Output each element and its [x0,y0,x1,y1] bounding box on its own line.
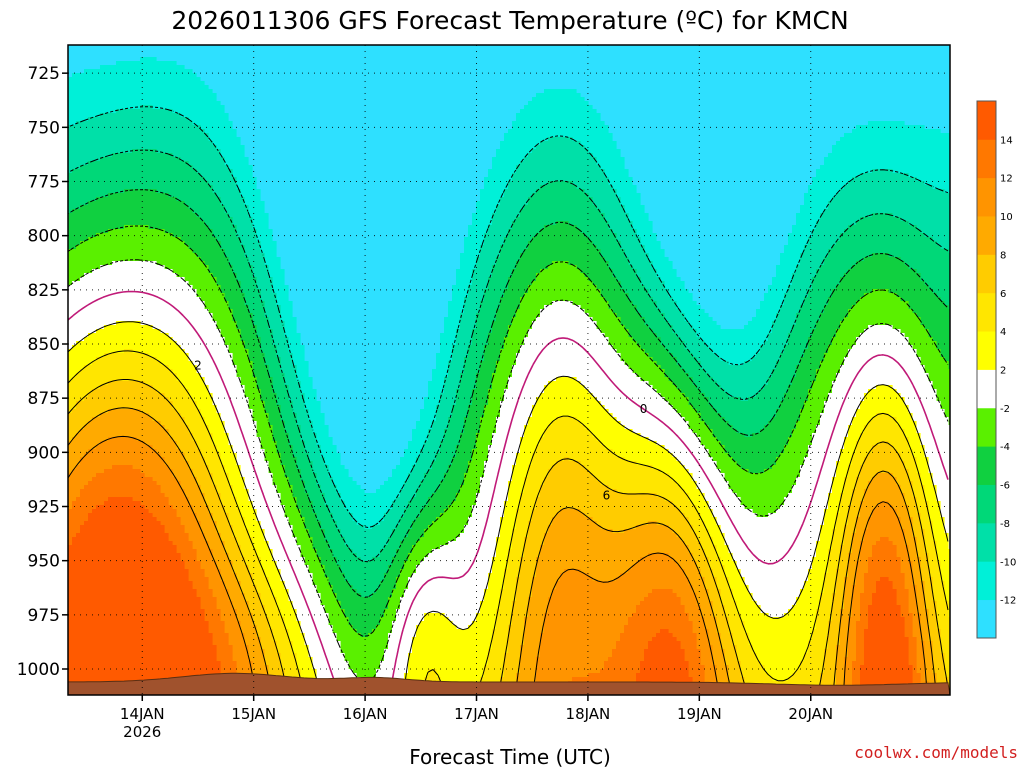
contour-line-2 [67,321,949,696]
temperature-band--12-to--10 [68,57,950,530]
colorbar-label-12: 12 [1000,174,1013,185]
y-tick-label-900: 900 [28,443,60,463]
y-tick-label-1000: 1000 [17,660,60,680]
temperature-band--2-to-2 [68,261,950,695]
contour-line--8 [67,149,949,563]
temperature-band--6-to--4 [68,189,950,638]
temperature-band--8-to--6 [68,149,950,598]
contour-labels: 0 2 6 [194,359,647,503]
contour-line-4 [67,350,949,696]
colorbar-swatch--8-to--6 [977,484,996,524]
plot-area: 0 2 6 725 750 775 800 825 850 875 900 925 950 975 1000… [17,44,951,741]
contour-line--4 [67,225,949,637]
temperature-band-14-to-16 [68,497,913,695]
colorbar-label--2: -2 [1000,404,1010,415]
colorbar-swatch-6-to-8 [977,254,996,294]
filled-temperature-bands [68,45,950,695]
x-tick-label-16JAN: 16JAN [343,705,388,723]
colorbar-swatch--14-to--12 [977,599,996,639]
y-tick-label-775: 775 [28,173,60,193]
temperature-band-4-to-6 [68,349,950,695]
credit-text: coolwx.com/models [854,743,1018,762]
contour-line-8 [67,407,937,696]
colorbar-swatch--12-to--10 [977,561,996,601]
chart-title: 2026011306 GFS Forecast Temperature (ºC)… [171,6,848,35]
y-tick-label-800: 800 [28,227,60,247]
contour-label-2: 2 [194,359,202,373]
colorbar-label--8: -8 [1000,519,1010,530]
colorbar-swatch-14-to-16 [977,101,996,140]
y-tick-label-850: 850 [28,335,60,355]
temperature-band-10-to-12 [68,437,929,695]
x-tick-label-17JAN: 17JAN [454,705,499,723]
colorbar-swatch-2-to-4 [977,331,996,370]
y-tick-label-750: 750 [28,118,60,138]
contour-label-6: 6 [603,489,611,503]
colorbar-label-14: 14 [1000,135,1013,146]
colorbar-label-10: 10 [1000,212,1013,223]
contour-line--10 [67,106,949,528]
colorbar-label--10: -10 [1000,557,1016,568]
plot-frame [67,44,951,696]
colorbar-swatch--4-to--2 [977,407,996,447]
x-tick-label-19JAN: 19JAN [677,705,722,723]
contour-line--6 [67,189,949,598]
y-tick-label-925: 925 [28,498,60,518]
colorbar-swatch-4-to-6 [977,292,996,332]
x-tick-label-14JAN: 14JAN [120,705,165,723]
x-tick-year-label: 2026 [123,723,161,741]
temperature-band-8-to-10 [68,409,937,695]
colorbar-label--12: -12 [1000,596,1016,607]
colorbar-swatch--6-to--4 [977,446,996,485]
colorbar-label--4: -4 [1000,442,1010,453]
colorbar-label--6: -6 [1000,481,1010,492]
x-tick-label-20JAN: 20JAN [788,705,833,723]
colorbar-frame [976,100,997,639]
colorbar-label-6: 6 [1000,289,1006,300]
colorbar: -12 -10 -8 -6 -4 -2 2 4 6 8 10 12 14 [976,100,1016,639]
freezing-line-0c [67,290,949,696]
y-tick-label-875: 875 [28,389,60,409]
y-tick-label-825: 825 [28,281,60,301]
colorbar-swatch--10-to--8 [977,522,996,562]
colorbar-label-8: 8 [1000,250,1006,261]
x-axis-label: Forecast Time (UTC) [409,745,611,768]
colorbar-swatch-8-to-10 [977,216,996,255]
y-tick-label-975: 975 [28,606,60,626]
x-tick-label-18JAN: 18JAN [566,705,611,723]
colorbar-swatch--2-to-2 [977,369,996,409]
x-tick-label-15JAN: 15JAN [231,705,276,723]
temperature-band-12-to-14 [68,465,921,695]
colorbar-swatch-10-to-12 [977,177,996,217]
y-tick-label-725: 725 [28,64,60,84]
y-tick-label-950: 950 [28,552,60,572]
terrain-ground [67,672,951,696]
dotted-grid [68,45,950,695]
temperature-band-6-to-8 [68,381,949,695]
contour-label-0: 0 [640,402,648,416]
temperature-band-2-to-4 [68,321,950,695]
axes: 725 750 775 800 825 850 875 900 925 950 975 1000 14J… [17,64,833,741]
colorbar-label-2: 2 [1000,366,1006,377]
colorbar-swatch-12-to-14 [977,139,996,179]
colorbar-label-4: 4 [1000,327,1006,338]
temperature-band--14-to--12 [68,45,950,494]
